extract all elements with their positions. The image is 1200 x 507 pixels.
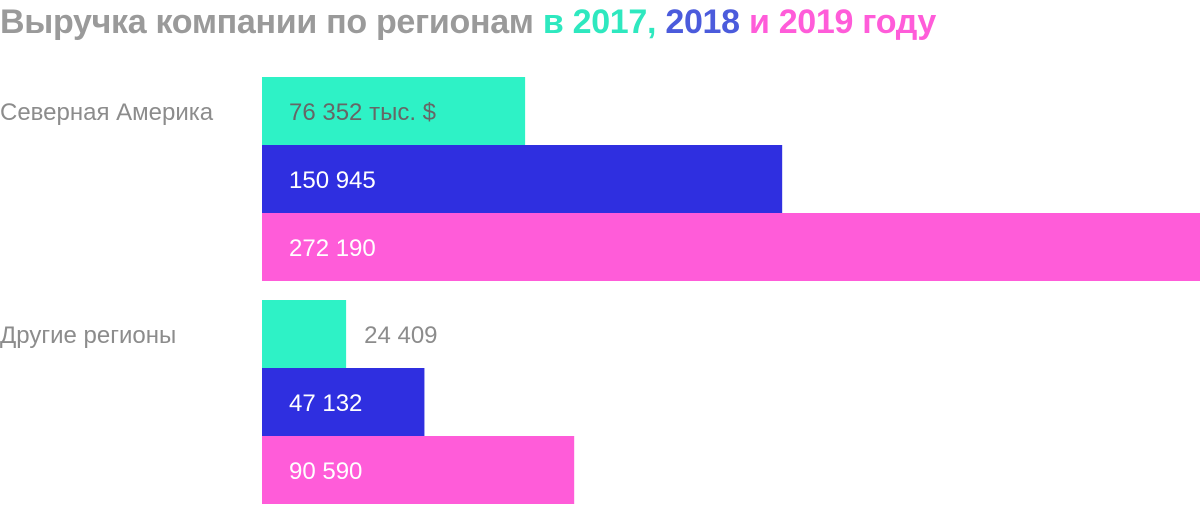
bar-2017-other-regions (262, 300, 347, 368)
value-label-2019-other-regions: 90 590 (289, 458, 362, 485)
title-and: и (748, 3, 770, 41)
title-prefix: Выручка компании по регионам (0, 3, 534, 41)
title-year-2018: 2018 (665, 3, 740, 41)
bar-2018-north-america (262, 145, 783, 213)
bar-2018-other-regions (262, 368, 425, 436)
value-label-2018-north-america: 150 945 (289, 167, 376, 194)
value-label-2018-other-regions: 47 132 (289, 390, 362, 417)
title-year-2019: 2019 (778, 3, 854, 41)
chart-title: Выручка компании по регионам в 2017, 201… (0, 2, 936, 42)
bar-2017-north-america (262, 77, 526, 145)
value-label-2019-north-america: 272 190 (289, 235, 376, 262)
bar-2019-north-america (262, 213, 1200, 281)
title-comma: , (647, 3, 657, 41)
title-year-2017: 2017 (572, 3, 648, 41)
category-label: Другие регионы (0, 322, 176, 349)
bar-2019-other-regions (262, 436, 575, 504)
title-suffix: году (862, 3, 937, 41)
title-in: в (542, 3, 564, 41)
category-label: Северная Америка (0, 99, 214, 126)
value-label-2017-other-regions: 24 409 (364, 322, 437, 349)
value-label-2017-north-america: 76 352 тыс. $ (289, 99, 436, 126)
